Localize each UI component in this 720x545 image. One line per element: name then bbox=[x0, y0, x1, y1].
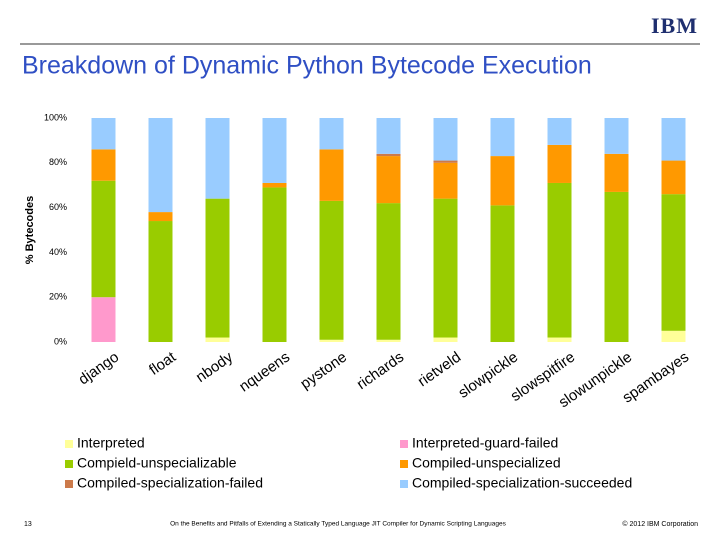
legend-swatch bbox=[65, 460, 73, 468]
ibm-logo: IBM bbox=[651, 13, 698, 38]
bar-segment bbox=[661, 118, 686, 161]
y-tick-label: 100% bbox=[44, 112, 67, 122]
legend-swatch bbox=[400, 460, 408, 468]
bar-segment bbox=[319, 200, 344, 340]
bar-segment bbox=[661, 160, 686, 195]
x-tick-label: rietveld bbox=[415, 349, 464, 391]
x-tick-label: pystone bbox=[297, 349, 350, 393]
bar-segment bbox=[604, 118, 629, 154]
bar-segment bbox=[376, 339, 401, 342]
bar-segment bbox=[148, 118, 173, 213]
legend-swatch bbox=[400, 480, 408, 488]
y-axis-label: % Bytecodes bbox=[24, 196, 36, 264]
bar-segment bbox=[262, 187, 287, 342]
legend-label: Interpreted-guard-failed bbox=[412, 435, 558, 451]
bar-segment bbox=[547, 118, 572, 145]
legend-label: Compiled-unspecialized bbox=[412, 455, 561, 471]
y-tick-label: 60% bbox=[49, 202, 67, 212]
x-tick-label: django bbox=[75, 349, 122, 389]
bar-segment bbox=[433, 198, 458, 338]
y-tick-label: 0% bbox=[54, 336, 67, 346]
bar-segment bbox=[148, 212, 173, 222]
page-number: 13 bbox=[24, 521, 32, 528]
bar-segment bbox=[433, 337, 458, 342]
legend-swatch bbox=[400, 440, 408, 448]
bar-segment bbox=[91, 118, 116, 150]
bar-segment bbox=[319, 149, 344, 201]
bar-segment bbox=[262, 118, 287, 183]
legend-swatch bbox=[65, 480, 73, 488]
bar-segment bbox=[490, 205, 515, 342]
x-tick-label: nbody bbox=[193, 348, 237, 386]
y-tick-label: 40% bbox=[49, 247, 67, 257]
x-tick-label: nqueens bbox=[236, 349, 293, 396]
bar-segment bbox=[91, 149, 116, 181]
x-tick-label: float bbox=[146, 348, 180, 379]
bar-segment bbox=[262, 182, 287, 188]
bar-segment bbox=[433, 162, 458, 199]
bar-segment bbox=[376, 203, 401, 340]
x-tick-label: richards bbox=[354, 349, 407, 394]
bar-segment bbox=[433, 118, 458, 161]
footer: On the Benefits and Pitfalls of Extendin… bbox=[170, 521, 507, 528]
bar-segment bbox=[205, 337, 230, 342]
bar-segment bbox=[319, 339, 344, 342]
y-tick-label: 80% bbox=[49, 157, 67, 167]
bar-segment bbox=[661, 330, 686, 342]
bar-segment bbox=[376, 153, 401, 157]
bar-segment bbox=[376, 156, 401, 204]
copyright: © 2012 IBM Corporation bbox=[622, 520, 698, 528]
y-tick-label: 20% bbox=[49, 292, 67, 302]
bar-segment bbox=[490, 156, 515, 206]
bar-segment bbox=[547, 337, 572, 342]
legend-label: Compiled-specialization-failed bbox=[77, 475, 263, 491]
bar-segment bbox=[91, 297, 116, 342]
legend-swatch bbox=[65, 440, 73, 448]
bar-segment bbox=[148, 221, 173, 342]
bar-segment bbox=[91, 180, 116, 298]
bar-segment bbox=[490, 118, 515, 157]
bar-segment bbox=[376, 118, 401, 154]
bar-segment bbox=[604, 153, 629, 192]
bar-segment bbox=[661, 194, 686, 331]
bar-segment bbox=[604, 191, 629, 342]
legend-label: Compiled-specialization-succeeded bbox=[412, 475, 632, 491]
legend-label: Compield-unspecializable bbox=[77, 455, 237, 471]
chart-title: Breakdown of Dynamic Python Bytecode Exe… bbox=[22, 52, 592, 80]
bar-segment bbox=[205, 198, 230, 338]
bar-segment bbox=[319, 118, 344, 150]
bar-segment bbox=[205, 118, 230, 199]
bar-segment bbox=[547, 144, 572, 183]
legend-label: Interpreted bbox=[77, 435, 145, 451]
bar-segment bbox=[547, 182, 572, 338]
bar-segment bbox=[433, 160, 458, 163]
